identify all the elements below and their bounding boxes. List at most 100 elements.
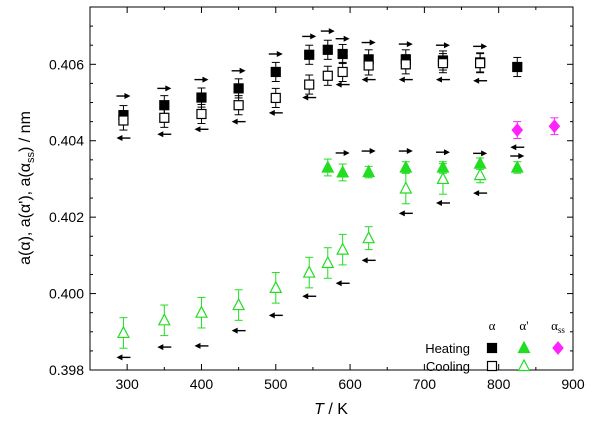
data-point (336, 165, 350, 178)
data-point (322, 44, 333, 55)
data-point (475, 58, 486, 69)
heating-arrow (398, 41, 413, 48)
cooling-arrow (473, 190, 488, 197)
data-point (270, 92, 281, 104)
heating-arrow (302, 33, 317, 40)
axis-ticks: 300 400 500 600 700 800 900 0.398 0.400 0.402 0.40… (49, 7, 585, 392)
data-point (116, 325, 130, 339)
data-point (399, 160, 413, 173)
cooling-arrow (268, 312, 283, 319)
cooling-arrow (510, 144, 525, 151)
data-point (304, 79, 315, 90)
cooling-arrow (398, 76, 413, 83)
data-point (336, 242, 350, 255)
data-point (270, 66, 281, 78)
x-axis-title: T / K (314, 401, 348, 418)
heating-arrow (435, 149, 450, 156)
x-tick-label: 900 (561, 376, 585, 392)
cooling-arrow (157, 131, 172, 138)
heating-arrow (361, 148, 376, 155)
cooling-arrow (435, 76, 450, 83)
data-point (269, 280, 283, 293)
heating-arrow (231, 67, 246, 74)
legend: α α' αss Heating Cooling (425, 318, 565, 374)
data-point (157, 313, 171, 326)
direction-arrows (116, 28, 525, 361)
y-tick-label: 0.406 (49, 56, 84, 72)
y-tick-label: 0.402 (49, 209, 84, 225)
y-tick-label: 0.400 (49, 286, 84, 302)
series-alpha_heating (118, 39, 523, 126)
heating-arrow (194, 76, 209, 83)
series-alpha_cooling (118, 53, 486, 131)
heating-arrow (335, 35, 350, 42)
data-point (337, 66, 348, 78)
data-point (337, 48, 348, 60)
legend-column-header: α (489, 318, 496, 333)
legend-row-label: Cooling (426, 359, 470, 374)
heating-arrow (361, 39, 376, 46)
series-alphass_heating (511, 117, 561, 139)
legend-column-header: αss (551, 318, 565, 335)
data-point (232, 297, 246, 311)
series-alphap_cooling (116, 163, 487, 349)
cooling-arrow (194, 126, 209, 133)
data-point (118, 115, 129, 126)
heating-arrow (320, 28, 335, 35)
legend-column-header: α' (519, 318, 528, 333)
x-tick-label: 700 (413, 376, 437, 392)
data-point (436, 171, 450, 185)
data-point (510, 160, 524, 173)
data-point (194, 305, 208, 318)
heating-arrow (268, 50, 283, 57)
legend-marker (486, 360, 498, 372)
cooling-arrow (398, 210, 413, 217)
legend-row-label: Heating (425, 341, 470, 356)
data-point (321, 160, 335, 173)
cooling-arrow (116, 354, 131, 361)
heating-arrow (473, 150, 488, 157)
data-point (473, 156, 487, 169)
data-point (321, 255, 335, 269)
y-tick-label: 0.398 (49, 362, 84, 378)
x-axis-title-symbol: T (314, 401, 325, 418)
data-point (512, 61, 523, 73)
y-axis-title: a(α), a(α'), a(αss) / nm (17, 111, 37, 265)
cooling-arrow (268, 109, 283, 116)
cooling-arrow (361, 76, 376, 83)
heating-arrow (510, 153, 525, 160)
data-point (159, 112, 170, 123)
data-point (399, 181, 413, 194)
data-point (196, 108, 207, 120)
heating-arrow (335, 149, 350, 156)
data-point (233, 83, 244, 94)
data-point (363, 60, 374, 71)
cooling-arrow (116, 135, 131, 142)
cooling-arrow (157, 344, 172, 351)
data-point (511, 123, 524, 137)
data-point (196, 92, 207, 103)
data-point (437, 58, 449, 69)
plot-frame (89, 6, 574, 371)
data-point (362, 164, 376, 178)
legend-marker (552, 341, 564, 355)
cooling-arrow (302, 94, 317, 101)
cooling-arrow (194, 342, 209, 349)
x-tick-label: 300 (115, 376, 139, 392)
x-tick-label: 600 (338, 376, 362, 392)
data-point (362, 230, 376, 244)
y-tick-label: 0.404 (49, 133, 84, 149)
x-tick-label: 800 (487, 376, 511, 392)
y-axis-title-sub: ss (25, 151, 37, 163)
data-point (304, 49, 315, 60)
heating-arrow (435, 42, 450, 49)
cooling-arrow (231, 327, 246, 334)
data-point (473, 167, 487, 181)
cooling-arrow (435, 200, 450, 207)
cooling-arrow (473, 77, 488, 84)
heating-arrow (157, 85, 172, 92)
data-point (400, 59, 411, 70)
cooling-arrow (361, 257, 376, 264)
cooling-arrow (231, 118, 246, 125)
heating-arrow (398, 148, 413, 155)
